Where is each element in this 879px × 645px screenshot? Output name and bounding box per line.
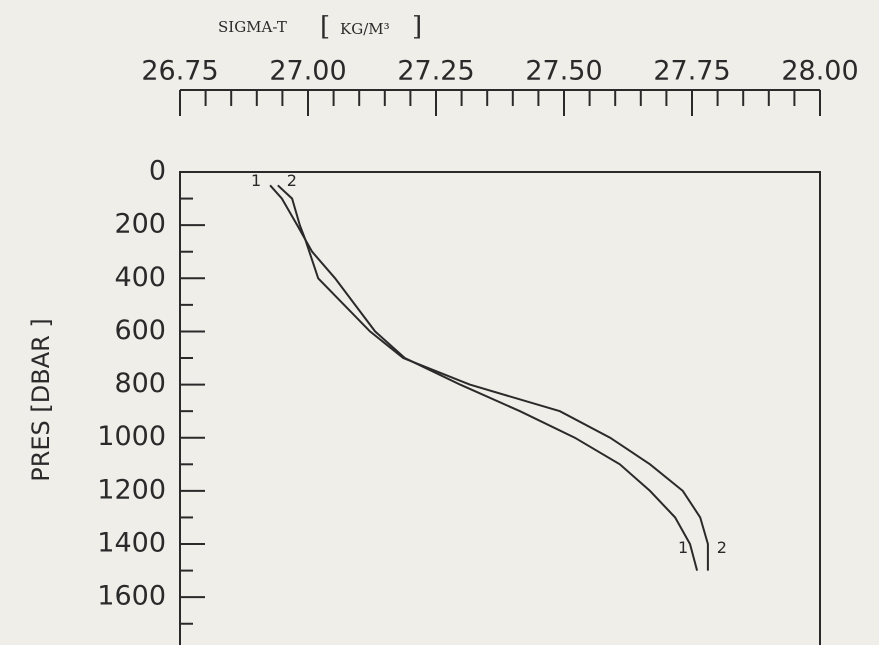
y-axis-label: PRES [DBAR ]	[27, 318, 55, 482]
y-tick-label: 800	[114, 368, 166, 399]
y-tick-label: 1400	[97, 528, 166, 559]
y-tick-label: 1600	[97, 581, 166, 612]
profile-line	[277, 184, 709, 571]
y-tick-label: 600	[114, 315, 166, 346]
x-tick-label: 26.75	[141, 56, 218, 87]
y-tick-label: 200	[114, 209, 166, 240]
x-tick-label: 27.25	[397, 56, 474, 87]
series-label: 2	[717, 538, 727, 557]
bracket: [	[320, 12, 330, 42]
series-label: 1	[251, 171, 261, 190]
x-tick-label: 27.50	[525, 56, 602, 87]
x-axis-units: KG/M³	[340, 20, 390, 38]
x-axis-label: SIGMA-T	[218, 18, 287, 36]
x-tick-label: 27.75	[653, 56, 730, 87]
plot-frame	[179, 171, 821, 645]
bracket: ]	[412, 12, 422, 42]
x-tick-label: 27.00	[269, 56, 346, 87]
series-label: 1	[678, 538, 688, 557]
y-tick-label: 400	[114, 262, 166, 293]
profile-line	[269, 184, 699, 571]
series-label: 2	[287, 171, 297, 190]
y-tick-label: 1000	[97, 421, 166, 452]
x-tick-label: 28.00	[781, 56, 858, 87]
y-tick-label: 0	[149, 156, 166, 187]
y-tick-label: 1200	[97, 474, 166, 505]
